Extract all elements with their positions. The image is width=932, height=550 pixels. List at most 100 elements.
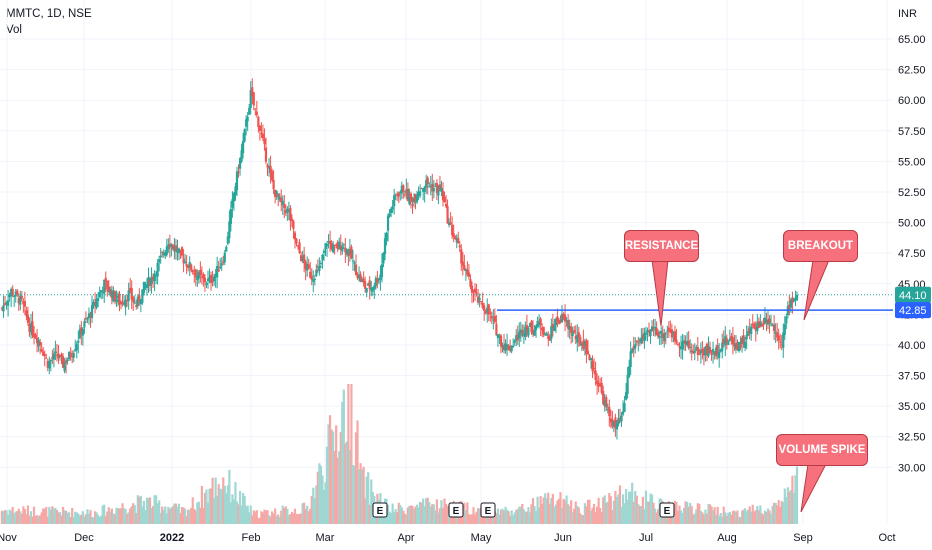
candle-body xyxy=(107,286,110,292)
earnings-marker xyxy=(448,502,464,518)
volume-bar xyxy=(173,503,176,524)
volume-bar xyxy=(243,496,246,524)
volume-bar xyxy=(7,514,10,524)
volume-bar xyxy=(68,512,71,524)
volume-bar xyxy=(441,507,445,524)
candle-body xyxy=(86,318,89,320)
candle-body xyxy=(286,208,289,213)
candle-body xyxy=(559,321,562,323)
volume-bar xyxy=(527,507,530,524)
volume-bar xyxy=(332,431,335,524)
candle-body xyxy=(350,246,353,259)
volume-bar xyxy=(466,502,469,524)
volume-bar xyxy=(72,517,75,524)
candle-body xyxy=(765,320,768,324)
volume-bar xyxy=(568,506,571,524)
volume-bar xyxy=(399,505,402,524)
candle-body xyxy=(403,194,406,196)
volume-bar xyxy=(785,497,788,524)
volume-bar xyxy=(548,503,551,524)
volume-bar xyxy=(20,513,23,524)
candle-body xyxy=(173,246,176,252)
candle-body xyxy=(550,326,553,340)
candle-body xyxy=(460,249,463,264)
candle-body xyxy=(122,303,126,305)
candle-body xyxy=(769,323,773,325)
candle-body xyxy=(666,330,669,332)
candle-body xyxy=(560,314,564,323)
volume-bar xyxy=(277,514,280,524)
candle-body xyxy=(692,351,695,354)
candle-body xyxy=(591,360,594,372)
volume-bar xyxy=(632,501,635,524)
volume-bar xyxy=(22,506,25,524)
candle-body xyxy=(653,326,657,329)
candle-body xyxy=(197,272,200,279)
candle-body xyxy=(493,316,496,322)
candle-body xyxy=(121,301,124,305)
volume-bar xyxy=(534,511,538,524)
candle-body xyxy=(681,341,684,350)
volume-bar xyxy=(513,512,516,524)
volume-bar xyxy=(510,510,513,524)
volume-bar xyxy=(472,507,475,524)
volume-bar xyxy=(139,495,142,524)
candle-body xyxy=(414,194,417,201)
volume-bar xyxy=(78,515,81,524)
volume-bar xyxy=(635,495,638,524)
volume-bar xyxy=(646,501,649,524)
volume-bar xyxy=(599,507,602,524)
candle-body xyxy=(776,332,779,338)
volume-bar xyxy=(794,475,797,524)
candle-body xyxy=(54,351,57,354)
candle-body xyxy=(313,278,316,280)
volume-bar xyxy=(298,513,301,524)
volume-bar xyxy=(731,511,735,524)
candle-body xyxy=(405,189,408,194)
candle-body xyxy=(66,359,69,361)
volume-bar xyxy=(478,508,481,524)
earnings-marker-label: E xyxy=(485,506,492,517)
candle-body xyxy=(71,355,74,358)
candle-body xyxy=(126,299,129,301)
candle-body xyxy=(11,288,14,296)
candle-body xyxy=(385,232,388,241)
volume-bar xyxy=(745,511,748,524)
volume-bar xyxy=(90,516,94,524)
candle-body xyxy=(611,419,614,427)
candle-body xyxy=(731,337,735,345)
candle-body xyxy=(237,171,240,173)
candle-body xyxy=(231,199,234,208)
volume-bar xyxy=(521,503,524,524)
volume-bar xyxy=(84,514,88,524)
candle-body xyxy=(589,357,593,361)
candle-body xyxy=(40,349,43,352)
volume-bar xyxy=(447,512,451,524)
candle-body xyxy=(104,277,107,282)
volume-bar xyxy=(153,495,156,524)
candle-body xyxy=(332,244,335,253)
volume-bar xyxy=(16,511,19,524)
volume-bar xyxy=(710,506,713,524)
candle-body xyxy=(306,264,309,271)
candle-body xyxy=(464,269,467,272)
volume-bar xyxy=(110,508,113,524)
candle-body xyxy=(270,171,274,181)
candle-body xyxy=(676,343,680,345)
volume-bar xyxy=(562,498,565,524)
candle-body xyxy=(759,322,762,327)
volume-bar xyxy=(600,512,603,524)
volume-bar xyxy=(536,496,539,524)
volume-bar xyxy=(728,511,731,524)
volume-bar xyxy=(634,490,637,524)
volume-bar xyxy=(158,500,161,524)
candle-body xyxy=(20,295,23,299)
volume-bar xyxy=(409,505,413,524)
candle-body xyxy=(527,328,530,336)
candle-body xyxy=(512,346,515,348)
candle-body xyxy=(362,278,365,283)
candle-body xyxy=(115,299,118,303)
volume-bar xyxy=(255,510,258,524)
volume-bar xyxy=(719,513,722,524)
